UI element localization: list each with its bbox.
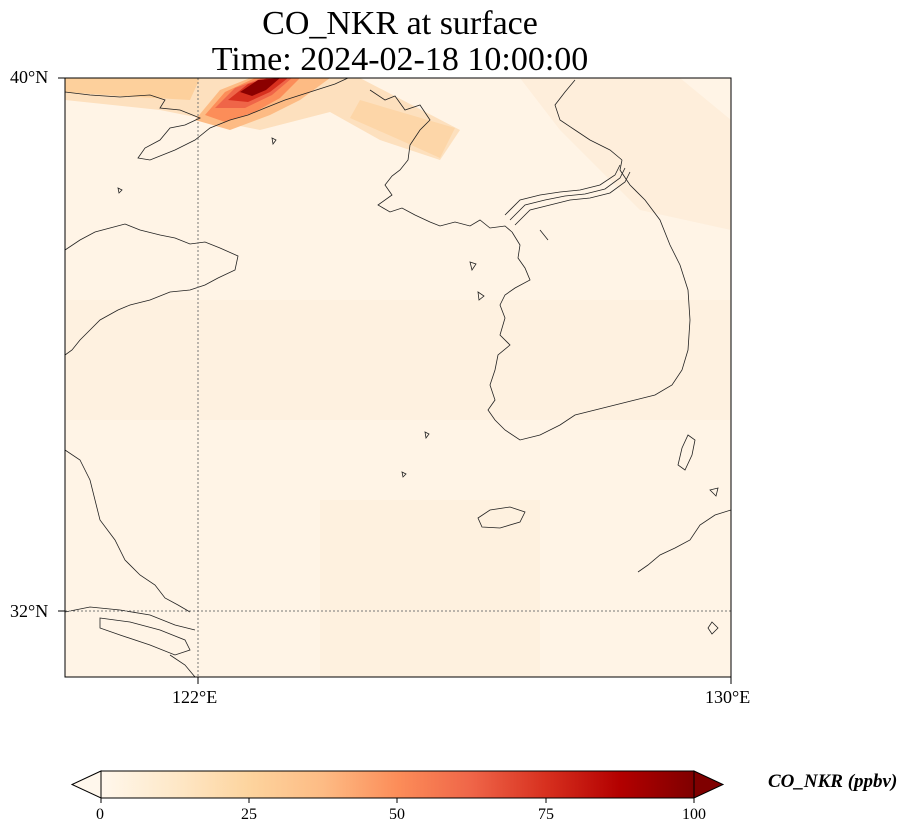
co-plume [195, 78, 330, 130]
map-subtitle-time: Time: 2024-02-18 10:00:00 [211, 41, 589, 78]
colorbar-tick-25: 25 [241, 806, 257, 823]
lon-tick-130e: 130°E [705, 687, 751, 707]
colorbar [70, 770, 725, 803]
axis-ticks [58, 77, 732, 684]
map-frame [64, 77, 732, 678]
colorbar-label: CO_NKR (ppbv) [768, 771, 898, 792]
lat-tick-32n: 32°N [10, 601, 49, 621]
lon-tick-122e: 122°E [172, 687, 218, 707]
lat-tick-40n: 40°N [10, 67, 49, 87]
map-title: CO_NKR at surface [262, 5, 538, 42]
gridlines [65, 78, 731, 677]
colorbar-tick-100: 100 [682, 806, 706, 823]
colorbar-tick-75: 75 [538, 806, 554, 823]
concentration-field [65, 78, 731, 677]
coastlines [65, 78, 731, 677]
colorbar-tick-50: 50 [389, 806, 405, 823]
colorbar-tick-0: 0 [96, 806, 104, 823]
